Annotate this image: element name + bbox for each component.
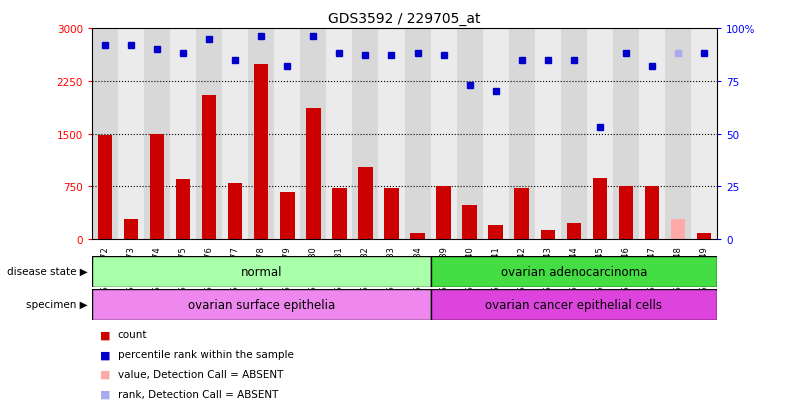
Bar	[274, 29, 300, 240]
Bar	[431, 29, 457, 240]
Text: percentile rank within the sample: percentile rank within the sample	[118, 349, 294, 359]
Text: ■: ■	[100, 389, 111, 399]
Bar	[482, 29, 509, 240]
Text: ovarian surface epithelia: ovarian surface epithelia	[187, 298, 335, 311]
Bar	[489, 225, 503, 240]
Bar	[613, 29, 639, 240]
Text: value, Detection Call = ABSENT: value, Detection Call = ABSENT	[118, 369, 283, 379]
Bar	[697, 234, 711, 240]
Bar	[98, 135, 112, 240]
Bar	[306, 108, 320, 240]
Bar	[410, 233, 425, 240]
Bar	[358, 168, 372, 240]
Text: disease state ▶: disease state ▶	[7, 266, 88, 277]
Text: ■: ■	[100, 349, 111, 359]
Text: normal: normal	[240, 265, 282, 278]
Bar	[300, 29, 327, 240]
Bar	[639, 29, 665, 240]
Bar	[670, 219, 685, 240]
Text: ■: ■	[100, 369, 111, 379]
Bar	[196, 29, 223, 240]
Bar	[431, 256, 717, 287]
Bar	[593, 178, 607, 240]
Bar	[352, 29, 378, 240]
Text: ovarian cancer epithelial cells: ovarian cancer epithelial cells	[485, 298, 662, 311]
Text: ■: ■	[100, 330, 111, 339]
Bar	[665, 29, 690, 240]
Bar	[254, 65, 268, 240]
Text: ovarian adenocarcinoma: ovarian adenocarcinoma	[501, 265, 647, 278]
Bar	[586, 29, 613, 240]
Bar	[618, 187, 633, 240]
Bar	[462, 205, 477, 240]
Bar	[124, 220, 139, 240]
Bar	[431, 289, 717, 320]
Bar	[92, 256, 431, 287]
Text: GDS3592 / 229705_at: GDS3592 / 229705_at	[328, 12, 481, 26]
Bar	[92, 289, 431, 320]
Bar	[509, 29, 535, 240]
Text: specimen ▶: specimen ▶	[26, 299, 88, 310]
Bar	[561, 29, 586, 240]
Bar	[514, 189, 529, 240]
Bar	[645, 187, 659, 240]
Bar	[248, 29, 274, 240]
Bar	[384, 189, 399, 240]
Bar	[92, 29, 119, 240]
Bar	[223, 29, 248, 240]
Bar	[144, 29, 171, 240]
Bar	[690, 29, 717, 240]
Bar	[202, 96, 216, 240]
Bar	[150, 134, 164, 240]
Bar	[332, 189, 347, 240]
Text: count: count	[118, 330, 147, 339]
Bar	[457, 29, 482, 240]
Bar	[437, 187, 451, 240]
Bar	[535, 29, 561, 240]
Text: rank, Detection Call = ABSENT: rank, Detection Call = ABSENT	[118, 389, 278, 399]
Bar	[327, 29, 352, 240]
Bar	[566, 223, 581, 240]
Bar	[405, 29, 431, 240]
Bar	[119, 29, 144, 240]
Bar	[379, 29, 405, 240]
Bar	[541, 230, 555, 240]
Bar	[228, 183, 243, 240]
Bar	[280, 192, 295, 240]
Bar	[176, 180, 191, 240]
Bar	[171, 29, 196, 240]
